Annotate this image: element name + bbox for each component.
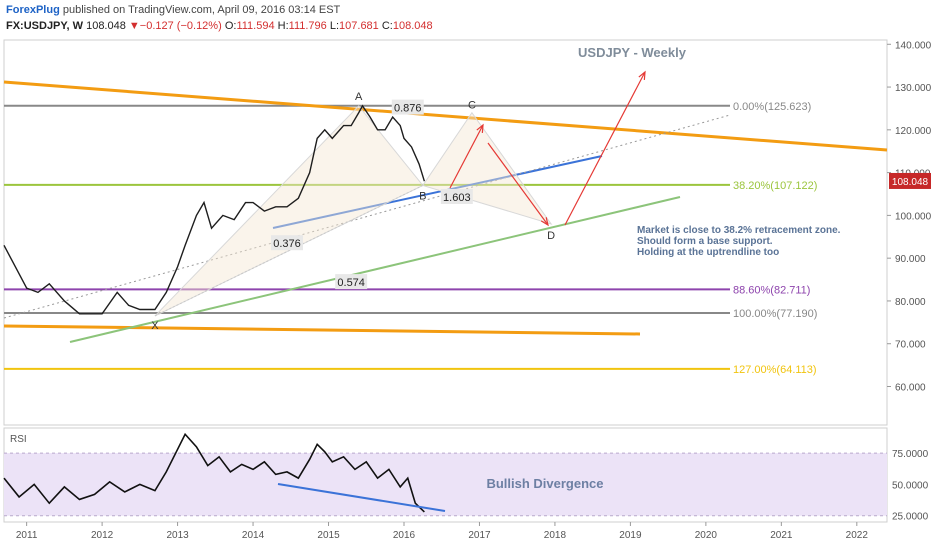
chart-title: USDJPY - Weekly <box>578 45 687 60</box>
close-value: 108.048 <box>392 20 433 32</box>
time-tick-label: 2011 <box>16 530 38 541</box>
projection-arrow-up-1 <box>449 124 484 189</box>
rsi-divergence-line <box>277 483 446 512</box>
current-price-label: 108.048 <box>892 177 929 188</box>
dotted-trend-line <box>3 114 731 319</box>
projection-arrow-up-2-head <box>638 70 646 81</box>
pattern-triangle-bcd <box>422 111 553 225</box>
projection-arrow-down <box>487 142 549 226</box>
fib-level-label: 38.20%(107.122) <box>733 180 817 192</box>
time-tick-label: 2016 <box>393 530 416 541</box>
last-price: 108.048 <box>86 20 126 32</box>
current-price-badge <box>889 172 931 189</box>
annotation-line: Should form a base support. <box>637 236 773 247</box>
pattern-point-a: A <box>355 91 363 103</box>
annotation-line: Holding at the uptrendline too <box>637 247 779 258</box>
rsi-tick-label: 50.0000 <box>892 480 929 491</box>
publish-info: published on TradingView.com, April 09, … <box>59 4 341 16</box>
ratio-label: 0.376 <box>273 238 301 250</box>
time-tick-label: 2013 <box>166 530 189 541</box>
symbol-header: FX:USDJPY, W 108.048 ▼−0.127 (−0.12%) O:… <box>6 20 433 32</box>
time-tick-label: 2017 <box>468 530 491 541</box>
time-tick-label: 2021 <box>770 530 793 541</box>
low-label: L: <box>329 20 340 32</box>
price-series <box>3 104 426 315</box>
time-tick-label: 2018 <box>544 530 567 541</box>
fib-level-label: 88.60%(82.711) <box>733 284 810 296</box>
open-value: 111.594 <box>236 20 275 32</box>
price-tick-label: 70.000 <box>895 340 926 351</box>
time-tick-label: 2019 <box>619 530 642 541</box>
annotation-line: Market is close to 38.2% retracement zon… <box>637 225 841 236</box>
pattern-point-x: X <box>151 320 159 332</box>
projection-arrow-up-2 <box>564 71 646 226</box>
close-label: C: <box>381 20 393 32</box>
main-panel <box>3 39 888 426</box>
pattern-point-b: B <box>419 190 426 202</box>
rsi-divergence-label: Bullish Divergence <box>486 476 603 491</box>
ratio-label-bg <box>440 188 473 204</box>
projection-arrow-down-head <box>540 217 549 227</box>
price-tick-label: 90.000 <box>895 254 926 265</box>
symbol-name: FX:USDJPY, W <box>6 20 84 32</box>
price-tick-label: 140.000 <box>895 40 932 51</box>
fib-level-label: 0.00%(125.623) <box>733 101 811 113</box>
blue-uptrend-line <box>272 155 603 229</box>
ratio-label: 1.603 <box>443 192 471 204</box>
pattern-point-c: C <box>468 100 476 112</box>
publisher-name[interactable]: ForexPlug <box>6 4 60 16</box>
upper-resistance-line <box>3 80 888 152</box>
time-tick-label: 2020 <box>695 530 718 541</box>
time-tick-label: 2014 <box>242 530 265 541</box>
projection-arrow-up-1-head <box>476 123 484 134</box>
rsi-tick-label: 25.0000 <box>892 512 929 523</box>
lower-support-line <box>3 324 641 336</box>
price-tick-label: 130.000 <box>895 83 932 94</box>
pattern-point-d: D <box>547 230 555 242</box>
ratio-label-bg <box>335 274 368 290</box>
price-tick-label: 80.000 <box>895 297 926 308</box>
high-label: H: <box>277 20 289 32</box>
open-label: O: <box>224 20 237 32</box>
price-tick-label: 120.000 <box>895 126 932 137</box>
high-value: 111.796 <box>288 20 327 32</box>
rsi-tick-label: 75.0000 <box>892 449 929 460</box>
low-value: 107.681 <box>339 20 379 32</box>
green-uptrend-line <box>69 196 681 343</box>
price-tick-label: 60.000 <box>895 383 926 394</box>
ratio-label-bg <box>391 99 424 115</box>
time-tick-label: 2022 <box>846 530 869 541</box>
fib-level-label: 100.00%(77.190) <box>733 308 817 320</box>
fib-level-label: 127.00%(64.113) <box>733 364 817 376</box>
ratio-label: 0.876 <box>394 103 422 115</box>
price-change: −0.127 (−0.12%) <box>139 20 222 32</box>
time-tick-label: 2012 <box>91 530 114 541</box>
pattern-xb-line <box>154 184 424 317</box>
change-down-icon: ▼ <box>128 20 140 32</box>
rsi-series <box>3 432 425 513</box>
rsi-label: RSI <box>10 434 27 445</box>
publish-header: ForexPlug published on TradingView.com, … <box>6 4 340 16</box>
ratio-label: 0.574 <box>337 277 365 289</box>
rsi-band <box>4 453 887 516</box>
price-tick-label: 100.000 <box>895 211 932 222</box>
time-tick-label: 2015 <box>317 530 340 541</box>
ratio-label-bg <box>271 235 304 251</box>
